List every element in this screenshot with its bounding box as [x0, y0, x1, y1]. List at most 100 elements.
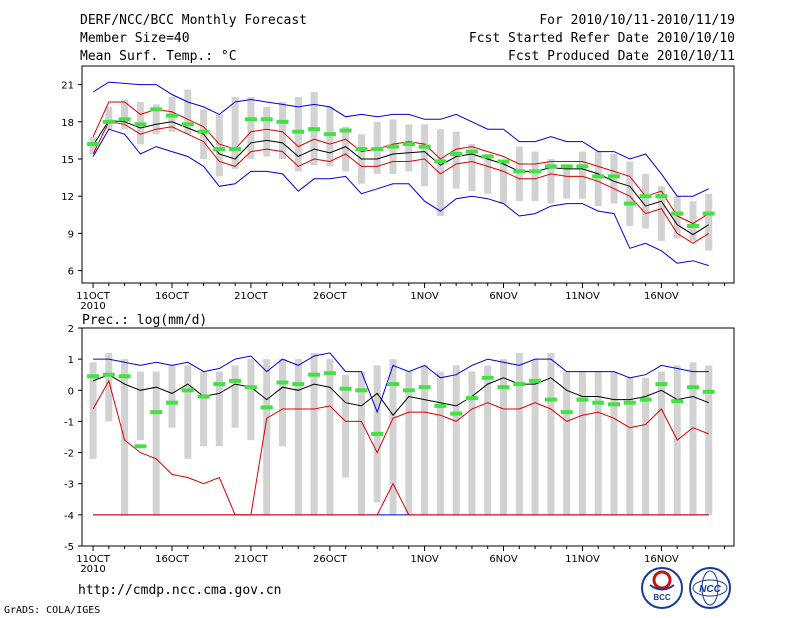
- temp-spread-box: [263, 106, 271, 157]
- temp-control-marker: [150, 107, 163, 112]
- temp-spread-box: [626, 161, 634, 226]
- prec-spread-box: [215, 371, 223, 447]
- prec-control-marker: [465, 396, 478, 401]
- temp-control-marker: [166, 113, 178, 118]
- prec-xtick-sublabel: 2010: [80, 564, 105, 575]
- prec-control-marker: [276, 380, 289, 385]
- prec-control-marker: [544, 397, 557, 402]
- prec-spread-box: [452, 365, 460, 515]
- prec-control-marker: [229, 378, 242, 383]
- prec-ytick-label: 0: [68, 386, 74, 397]
- temp-control-marker: [513, 169, 526, 174]
- temp-ytick-label: 6: [68, 267, 74, 278]
- temp-spread-box: [578, 151, 586, 199]
- temp-control-marker: [102, 119, 115, 124]
- temp-xtick-label: 6NOV: [489, 291, 518, 302]
- temp-spread-box: [689, 201, 697, 241]
- temp-ytick-label: 18: [61, 118, 74, 129]
- temp-ytick-label: 9: [68, 229, 74, 240]
- temp-control-marker: [481, 154, 494, 159]
- prec-ytick-label: -1: [64, 417, 74, 428]
- temp-control-marker: [213, 147, 226, 152]
- temp-spread-box: [610, 154, 618, 204]
- temp-control-marker: [181, 122, 194, 127]
- prec-spread-box: [89, 362, 97, 459]
- prec-control-marker: [387, 382, 399, 387]
- temp-spread-box: [152, 104, 160, 135]
- temp-control-marker: [197, 129, 210, 134]
- prec-control-marker: [402, 388, 415, 393]
- prec-control-marker: [529, 378, 542, 383]
- prec-spread-box: [247, 359, 255, 441]
- temp-control-marker: [229, 147, 242, 152]
- prec-control-marker: [134, 444, 147, 449]
- temp-control-marker: [371, 147, 384, 152]
- temp-control-marker: [134, 122, 147, 127]
- prec-xtick-label: 11NOV: [565, 554, 600, 565]
- prec-control-marker: [292, 382, 305, 387]
- prec-spread-box: [121, 359, 129, 515]
- temp-control-marker: [292, 129, 305, 134]
- prec-control-marker: [244, 385, 257, 390]
- temp-lower-band-line: [92, 121, 709, 244]
- temp-spread-box: [405, 124, 413, 172]
- prec-xtick-label: 16OCT: [155, 554, 190, 565]
- prec-control-marker: [560, 410, 573, 415]
- prec-control-marker: [102, 372, 115, 377]
- temp-control-marker: [87, 142, 100, 147]
- temp-spread-box: [673, 196, 681, 239]
- prec-spread-box: [405, 371, 413, 515]
- prec-spread-box: [231, 365, 239, 428]
- prec-spread-box: [563, 371, 571, 515]
- temp-ensemble-mean-line: [92, 120, 709, 236]
- prec-spread-box: [626, 377, 634, 515]
- temp-control-marker: [402, 142, 415, 147]
- prec-xtick-label: 21OCT: [234, 554, 269, 565]
- temp-control-marker: [434, 159, 447, 164]
- temp-control-marker: [244, 117, 257, 122]
- prec-control-marker: [671, 399, 684, 404]
- prec-spread-box: [500, 359, 507, 515]
- temp-ytick-label: 21: [61, 81, 74, 92]
- figure-title: DERF/NCC/BCC Monthly Forecast: [80, 13, 307, 28]
- prec-lower-band-line: [93, 482, 709, 516]
- temp-control-marker: [323, 132, 336, 137]
- temp-control-marker: [497, 159, 510, 164]
- prec-control-marker: [450, 411, 463, 416]
- prec-control-marker: [434, 403, 447, 408]
- temp-control-marker: [465, 149, 478, 154]
- temp-control-marker: [418, 144, 431, 149]
- prec-control-marker: [323, 371, 336, 376]
- prec-control-marker: [639, 397, 652, 402]
- ncc-logo-text: NCC: [699, 584, 721, 595]
- temp-spread-box: [452, 131, 460, 189]
- temp-xtick-sublabel: 2010: [80, 301, 105, 312]
- prec-spread-box: [200, 371, 208, 447]
- prec-control-marker: [418, 385, 431, 390]
- prec-control-marker: [260, 405, 273, 410]
- prec-xtick-label: 26OCT: [313, 554, 348, 565]
- prec-spread-box: [357, 371, 365, 515]
- prec-spread-box: [294, 359, 302, 515]
- prec-spread-box: [705, 365, 713, 515]
- prec-spread-box: [547, 352, 555, 515]
- temp-spread-box: [294, 97, 302, 172]
- bcc-logo: BCC: [641, 567, 683, 609]
- temp-spread-box: [531, 151, 539, 202]
- temp-xtick-label: 26OCT: [313, 291, 348, 302]
- temp-xtick-label: 16OCT: [155, 291, 190, 302]
- prec-control-marker: [513, 382, 526, 387]
- precipitation-variable-label: Prec.: log(mm/d): [82, 313, 207, 328]
- temperature-variable-label: Mean Surf. Temp.: °C: [80, 49, 237, 64]
- temp-spread-box: [105, 106, 113, 130]
- prec-control-marker: [339, 386, 352, 391]
- source-url[interactable]: http://cmdp.ncc.cma.gov.cn: [78, 583, 282, 598]
- temp-spread-box: [642, 173, 650, 229]
- temp-spread-box: [215, 114, 223, 177]
- prec-ytick-label: -4: [64, 511, 74, 522]
- temp-spread-box: [279, 102, 286, 159]
- prec-upper-band-line: [92, 379, 709, 516]
- prec-ytick-label: -5: [64, 542, 74, 553]
